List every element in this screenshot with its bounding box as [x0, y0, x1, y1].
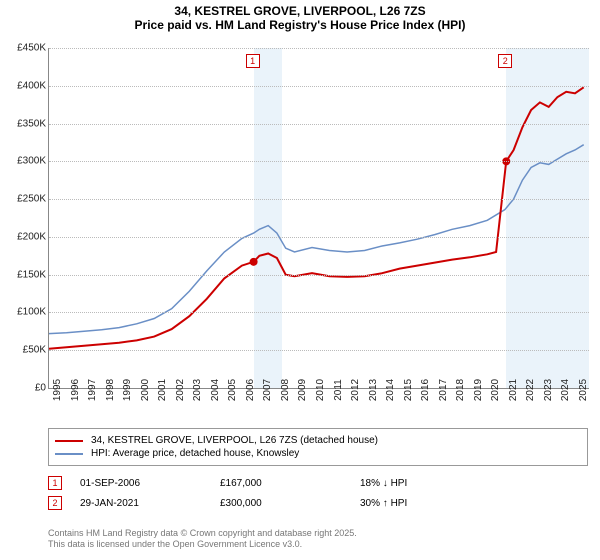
- y-axis-label: £350K: [2, 118, 46, 129]
- x-axis-label: 2002: [175, 379, 186, 401]
- legend-swatch: [55, 453, 83, 455]
- legend-label: HPI: Average price, detached house, Know…: [91, 448, 299, 459]
- footer-line: This data is licensed under the Open Gov…: [48, 539, 588, 550]
- series-line-price_paid: [49, 87, 584, 348]
- y-axis-label: £100K: [2, 307, 46, 318]
- sale-row: 2 29-JAN-2021 £300,000 30% ↑ HPI: [48, 496, 588, 510]
- sale-marker-label: 2: [498, 54, 512, 68]
- x-axis-label: 1995: [52, 379, 63, 401]
- x-axis-label: 2024: [560, 379, 571, 401]
- gridline: [49, 275, 589, 276]
- series-line-hpi: [49, 145, 584, 334]
- x-axis-label: 1998: [105, 379, 116, 401]
- gridline: [49, 199, 589, 200]
- sale-price: £300,000: [220, 498, 360, 509]
- sale-date: 01-SEP-2006: [80, 478, 220, 489]
- x-axis-label: 2010: [315, 379, 326, 401]
- legend-label: 34, KESTREL GROVE, LIVERPOOL, L26 7ZS (d…: [91, 435, 378, 446]
- x-axis-label: 2007: [262, 379, 273, 401]
- chart-svg: [49, 48, 589, 388]
- x-axis-label: 1996: [70, 379, 81, 401]
- x-axis-label: 1999: [122, 379, 133, 401]
- x-axis-label: 2003: [192, 379, 203, 401]
- gridline: [49, 237, 589, 238]
- sale-delta: 18% ↓ HPI: [360, 478, 500, 489]
- x-axis-label: 2011: [333, 379, 344, 401]
- x-axis-label: 2005: [227, 379, 238, 401]
- legend-row: HPI: Average price, detached house, Know…: [55, 448, 581, 459]
- y-axis-label: £150K: [2, 269, 46, 280]
- sales-table: 1 01-SEP-2006 £167,000 18% ↓ HPI 2 29-JA…: [48, 470, 588, 516]
- x-axis-label: 2008: [280, 379, 291, 401]
- sale-row: 1 01-SEP-2006 £167,000 18% ↓ HPI: [48, 476, 588, 490]
- x-axis-label: 2014: [385, 379, 396, 401]
- y-axis-label: £450K: [2, 43, 46, 54]
- sale-marker-icon: 1: [48, 476, 62, 490]
- title-line-1: 34, KESTREL GROVE, LIVERPOOL, L26 7ZS: [0, 4, 600, 18]
- title-line-2: Price paid vs. HM Land Registry's House …: [0, 18, 600, 32]
- y-axis-label: £0: [2, 383, 46, 394]
- gridline: [49, 350, 589, 351]
- sale-delta: 30% ↑ HPI: [360, 498, 500, 509]
- legend-row: 34, KESTREL GROVE, LIVERPOOL, L26 7ZS (d…: [55, 435, 581, 446]
- sale-price: £167,000: [220, 478, 360, 489]
- sale-marker-label: 1: [246, 54, 260, 68]
- x-axis-label: 2006: [245, 379, 256, 401]
- gridline: [49, 312, 589, 313]
- gridline: [49, 86, 589, 87]
- title-block: 34, KESTREL GROVE, LIVERPOOL, L26 7ZS Pr…: [0, 0, 600, 32]
- gridline: [49, 48, 589, 49]
- x-axis-label: 2001: [157, 379, 168, 401]
- x-axis-label: 2009: [297, 379, 308, 401]
- chart-container: 34, KESTREL GROVE, LIVERPOOL, L26 7ZS Pr…: [0, 0, 600, 560]
- footer-attribution: Contains HM Land Registry data © Crown c…: [48, 528, 588, 551]
- gridline: [49, 161, 589, 162]
- sale-marker-icon: 2: [48, 496, 62, 510]
- y-axis-label: £300K: [2, 156, 46, 167]
- chart-plot-area: [48, 48, 589, 389]
- footer-line: Contains HM Land Registry data © Crown c…: [48, 528, 588, 539]
- x-axis-label: 2025: [578, 379, 589, 401]
- x-axis-label: 2000: [140, 379, 151, 401]
- y-axis-label: £400K: [2, 80, 46, 91]
- x-axis-label: 2016: [420, 379, 431, 401]
- legend-box: 34, KESTREL GROVE, LIVERPOOL, L26 7ZS (d…: [48, 428, 588, 466]
- x-axis-label: 2013: [368, 379, 379, 401]
- x-axis-label: 2004: [210, 379, 221, 401]
- legend-swatch: [55, 440, 83, 442]
- x-axis-label: 2015: [403, 379, 414, 401]
- y-axis-label: £50K: [2, 345, 46, 356]
- sale-marker-dot: [250, 258, 258, 266]
- x-axis-label: 2019: [473, 379, 484, 401]
- x-axis-label: 1997: [87, 379, 98, 401]
- x-axis-label: 2022: [525, 379, 536, 401]
- x-axis-label: 2020: [490, 379, 501, 401]
- x-axis-label: 2023: [543, 379, 554, 401]
- gridline: [49, 124, 589, 125]
- sale-date: 29-JAN-2021: [80, 498, 220, 509]
- y-axis-label: £200K: [2, 231, 46, 242]
- x-axis-label: 2018: [455, 379, 466, 401]
- y-axis-label: £250K: [2, 194, 46, 205]
- x-axis-label: 2012: [350, 379, 361, 401]
- x-axis-label: 2021: [508, 379, 519, 401]
- x-axis-label: 2017: [438, 379, 449, 401]
